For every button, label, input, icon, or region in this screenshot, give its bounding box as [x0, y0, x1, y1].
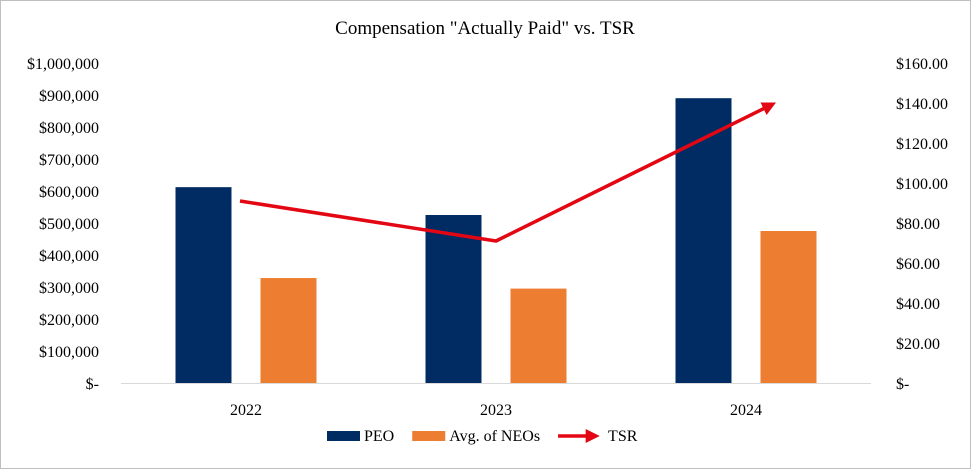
- left-axis-tick-label: $-: [86, 376, 99, 393]
- legend-label-avg-of-neos: Avg. of NEOs: [449, 428, 540, 445]
- line-tsr: [239, 102, 777, 243]
- left-axis-tick-label: $600,000: [39, 184, 99, 201]
- x-axis-tick-label: 2024: [730, 402, 762, 419]
- left-axis-tick-label: $700,000: [39, 152, 99, 169]
- x-axis-tick-label: 2023: [480, 402, 512, 419]
- legend: PEO Avg. of NEOs TSR: [327, 428, 638, 445]
- right-axis-tick-label: $120.00: [896, 136, 948, 153]
- right-axis-tick-label: $40.00: [896, 296, 940, 313]
- x-axis-tick-labels: 2022 2023 2024: [230, 402, 762, 419]
- legend-swatch-avg-of-neos: [412, 431, 446, 441]
- bar-peo-2023: [425, 215, 482, 383]
- left-axis-tick-label: $400,000: [39, 248, 99, 265]
- right-y-axis: $- $20.00 $40.00 $60.00 $80.00 $100.00 $120.00…: [896, 56, 948, 393]
- left-axis-tick-label: $1,000,000: [27, 56, 99, 73]
- legend-label-peo: PEO: [364, 428, 394, 445]
- chart-title: Compensation "Actually Paid" vs. TSR: [335, 18, 635, 39]
- right-axis-tick-label: $60.00: [896, 256, 940, 273]
- bar-avg-of-neos-2023: [510, 288, 567, 383]
- legend-swatch-peo: [327, 431, 360, 441]
- left-axis-tick-label: $800,000: [39, 120, 99, 137]
- bar-avg-of-neos-2024: [760, 231, 817, 383]
- left-y-axis: $- $100,000 $200,000 $300,000 $400,000 $500,0…: [27, 56, 99, 393]
- right-axis-tick-label: $160.00: [896, 56, 948, 73]
- right-axis-tick-label: $-: [896, 376, 909, 393]
- left-axis-tick-label: $900,000: [39, 88, 99, 105]
- right-axis-tick-label: $20.00: [896, 336, 940, 353]
- right-axis-tick-label: $100.00: [896, 176, 948, 193]
- left-axis-tick-label: $300,000: [39, 280, 99, 297]
- left-axis-tick-label: $100,000: [39, 344, 99, 361]
- bar-series-group: [175, 98, 817, 383]
- right-axis-tick-label: $80.00: [896, 216, 940, 233]
- legend-label-tsr: TSR: [608, 428, 638, 445]
- right-axis-tick-label: $140.00: [896, 96, 948, 113]
- left-axis-tick-label: $200,000: [39, 312, 99, 329]
- bar-peo-2022: [175, 187, 232, 383]
- bar-avg-of-neos-2022: [260, 278, 317, 383]
- bar-peo-2024: [675, 98, 732, 383]
- line-series-group: [239, 102, 777, 243]
- x-axis-tick-label: 2022: [230, 402, 262, 419]
- left-axis-tick-label: $500,000: [39, 216, 99, 233]
